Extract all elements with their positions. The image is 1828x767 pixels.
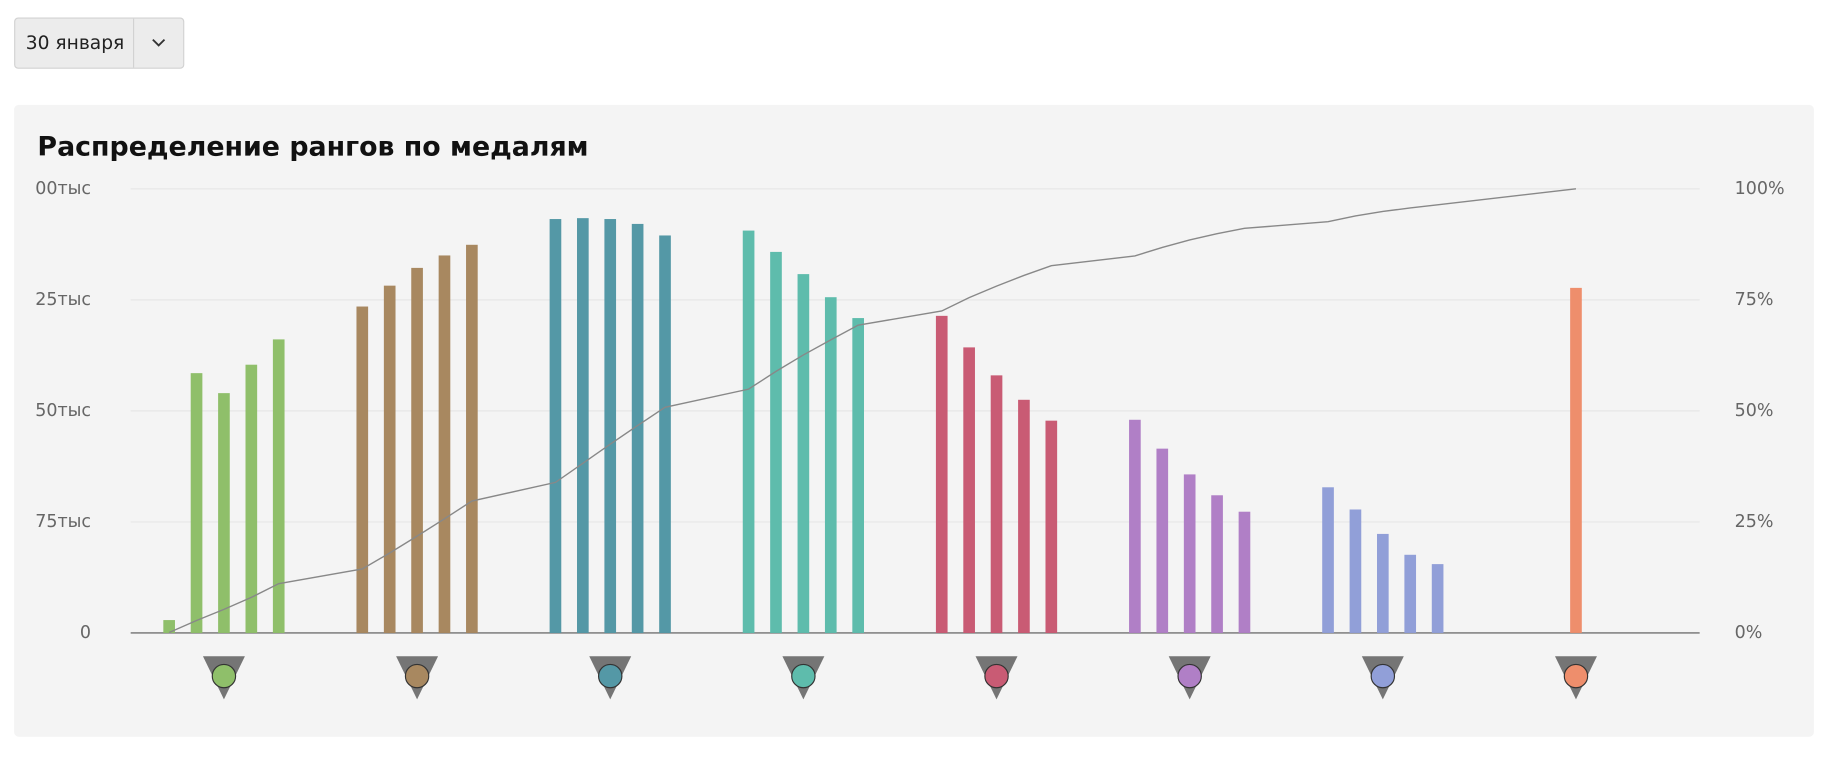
bar: [190, 373, 203, 633]
cumulative-line: [168, 188, 1577, 634]
y2-tick-label: 75%: [1735, 290, 1774, 310]
bar: [1211, 495, 1223, 633]
bar: [1018, 399, 1030, 633]
bar: [1349, 509, 1362, 633]
plot: 0 75тыс 50тыс 25тыс 00тыс 0% 25% 50% 75% 100%: [35, 179, 1785, 700]
medal-gem: [211, 663, 237, 689]
bar: [549, 219, 562, 633]
bar: [1404, 554, 1417, 633]
bar: [935, 315, 948, 633]
medal-gem: [597, 663, 623, 689]
bar: [1431, 564, 1444, 633]
y-tick-label: 25тыс: [35, 290, 91, 310]
medal-gem: [404, 663, 430, 689]
bar: [466, 244, 478, 633]
medal-gem: [984, 663, 1009, 689]
dropdown-arrow[interactable]: [152, 38, 166, 47]
bar: [438, 255, 451, 633]
bar: [163, 620, 175, 633]
medal-gem: [791, 663, 816, 689]
bar: [218, 393, 230, 633]
bar: [742, 230, 755, 633]
bar: [963, 347, 975, 633]
chart-title: Распределение рангов по медалям: [37, 132, 588, 163]
bar: [1045, 420, 1058, 633]
y2-tick-label: 50%: [1735, 401, 1774, 421]
bar: [604, 219, 617, 633]
y-tick-label: 00тыс: [35, 179, 91, 199]
dropdown-box[interactable]: [14, 17, 185, 69]
medal-gem: [1177, 663, 1202, 689]
bar: [1376, 533, 1389, 633]
y-tick-label: 50тыс: [35, 401, 91, 421]
bar: [631, 223, 644, 633]
bar: [824, 297, 837, 633]
bar: [245, 364, 258, 633]
medal-gem: [1563, 663, 1589, 689]
bar: [272, 339, 285, 633]
y-tick-label: 0: [80, 623, 91, 643]
bar: [1156, 448, 1169, 633]
dropdown-label[interactable]: 30 января: [26, 33, 125, 54]
chart-panel: [14, 104, 1814, 737]
y-tick-label: 75тыс: [35, 512, 91, 532]
date-dropdown[interactable]: 30 января: [14, 17, 185, 69]
bar: [577, 218, 589, 633]
bar: [383, 285, 396, 633]
bar: [659, 235, 671, 633]
bar: [990, 375, 1003, 633]
bar: [797, 274, 810, 633]
y2-tick-label: 25%: [1735, 512, 1774, 532]
medal-gem: [1370, 663, 1396, 689]
bar: [1570, 287, 1582, 633]
y2-tick-label: 100%: [1735, 179, 1785, 199]
bar: [1238, 511, 1251, 633]
bar: [411, 267, 423, 633]
y2-tick-label: 0%: [1735, 623, 1763, 643]
bar: [356, 306, 369, 633]
bar: [1183, 474, 1196, 633]
bar: [1129, 419, 1141, 633]
bar: [852, 318, 864, 633]
bar: [1322, 487, 1334, 633]
bar: [770, 251, 782, 633]
